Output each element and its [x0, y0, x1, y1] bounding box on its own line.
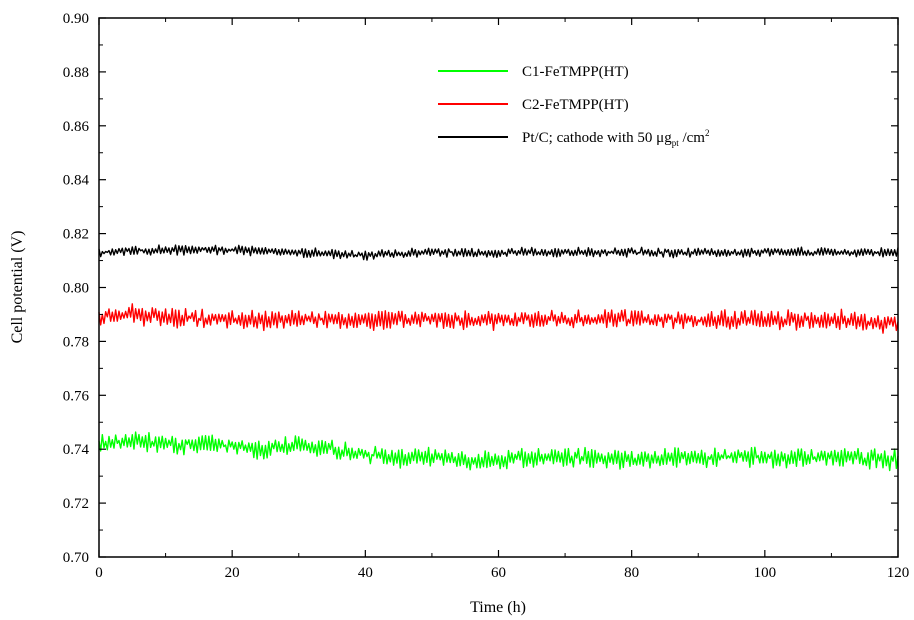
legend-label-tail: /cm	[679, 130, 706, 146]
series-line-3	[98, 244, 899, 261]
y-tick-label: 0.70	[63, 550, 89, 566]
legend-label-text: Pt/C; cathode with 50 μg	[522, 130, 672, 146]
x-tick-label: 60	[491, 565, 506, 581]
y-tick-label: 0.74	[63, 442, 90, 458]
y-tick-label: 0.78	[63, 334, 89, 350]
legend-label-subscript: pt	[672, 138, 680, 148]
ticks-layer: 0 20 40 60 80 100 120 0.70 0.72 0.74 0.76 0.78 0.80 0…	[63, 11, 910, 581]
legend-label-2: C2-FeTMPP(HT)	[522, 97, 629, 113]
y-tick-label: 0.90	[63, 11, 89, 27]
series-layer	[98, 244, 899, 472]
y-axis-title: Cell potential (V)	[9, 231, 26, 344]
y-tick-label: 0.72	[63, 496, 89, 512]
legend-label-superscript: 2	[705, 128, 710, 138]
y-tick-label: 0.86	[63, 119, 90, 135]
legend-label-text: C1-FeTMPP(HT)	[522, 64, 629, 80]
x-tick-label: 20	[225, 565, 240, 581]
y-tick-label: 0.84	[63, 173, 90, 189]
plot-frame	[98, 17, 899, 558]
x-tick-label: 80	[624, 565, 639, 581]
x-axis-title: Time (h)	[470, 599, 526, 616]
y-tick-label: 0.88	[63, 65, 89, 81]
x-tick-label: 100	[754, 565, 777, 581]
legend-label-text: C2-FeTMPP(HT)	[522, 97, 629, 113]
legend-label-1: C1-FeTMPP(HT)	[522, 64, 629, 80]
series-line-1	[98, 431, 899, 472]
legend-label-3: Pt/C; cathode with 50 μgpt /cm2	[522, 128, 709, 148]
legend: C1-FeTMPP(HT) C2-FeTMPP(HT) Pt/C; cathode …	[438, 64, 709, 148]
x-tick-label: 40	[358, 565, 373, 581]
y-tick-label: 0.76	[63, 388, 90, 404]
y-tick-label: 0.82	[63, 227, 89, 243]
x-tick-label: 120	[887, 565, 910, 581]
y-tick-label: 0.80	[63, 281, 89, 297]
series-line-2	[98, 303, 899, 334]
x-tick-label: 0	[95, 565, 103, 581]
